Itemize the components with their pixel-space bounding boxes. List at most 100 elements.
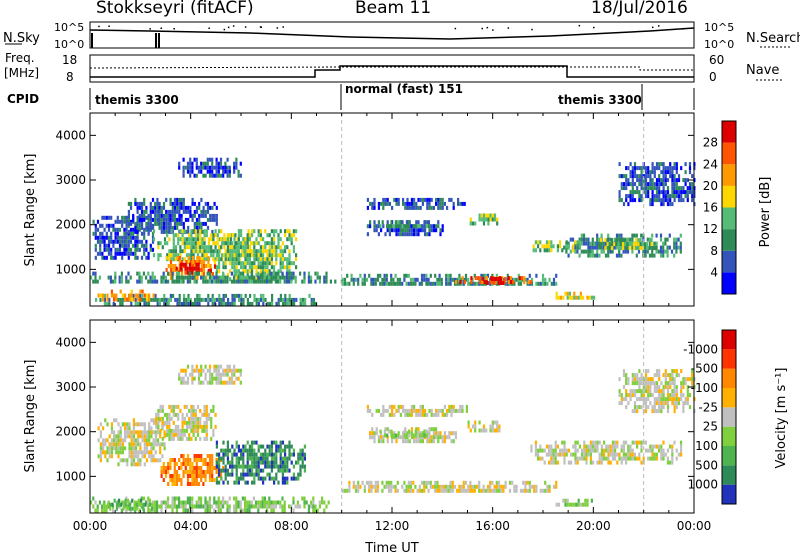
heatmap-cell xyxy=(103,293,106,298)
heatmap-cell xyxy=(651,190,654,195)
heatmap-cell xyxy=(412,277,415,282)
heatmap-cell xyxy=(417,205,420,210)
heatmap-cell xyxy=(124,502,127,507)
heatmap-cell xyxy=(277,468,280,473)
heatmap-cell xyxy=(675,190,678,195)
heatmap-cell xyxy=(691,174,694,179)
heatmap-cell xyxy=(148,450,151,455)
heatmap-cell xyxy=(295,253,298,258)
heatmap-cell xyxy=(448,435,451,440)
heatmap-cell xyxy=(273,249,276,254)
heatmap-cell xyxy=(404,408,407,413)
heatmap-cell xyxy=(142,496,145,501)
heatmap-cell xyxy=(224,448,227,453)
heatmap-cell xyxy=(651,253,654,258)
heatmap-cell xyxy=(134,235,137,240)
heatmap-cell xyxy=(281,460,284,465)
heatmap-cell xyxy=(99,422,102,427)
heatmap-cell xyxy=(410,412,413,417)
heatmap-cell xyxy=(266,269,269,274)
heatmap-cell xyxy=(188,408,191,413)
heatmap-cell xyxy=(110,251,113,256)
heatmap-cell xyxy=(556,444,559,449)
heatmap-cell xyxy=(574,448,577,453)
heatmap-cell xyxy=(237,275,240,280)
heatmap-cell xyxy=(195,205,199,210)
heatmap-cell xyxy=(406,439,409,444)
heatmap-cell xyxy=(691,186,694,191)
heatmap-cell xyxy=(134,430,138,435)
heatmap-cell xyxy=(103,297,106,302)
heatmap-cell xyxy=(599,238,603,243)
heatmap-cell xyxy=(429,480,432,485)
heatmap-cell xyxy=(237,249,240,254)
heatmap-cell xyxy=(686,190,689,195)
colorbar-swatch xyxy=(722,388,736,408)
heatmap-cell xyxy=(528,484,531,489)
heatmap-cell xyxy=(659,249,663,254)
colorbar-swatch xyxy=(722,407,736,427)
heatmap-cell xyxy=(182,173,185,178)
freq-series xyxy=(90,65,694,78)
heatmap-cell xyxy=(192,241,195,246)
heatmap-cell xyxy=(203,229,206,234)
heatmap-cell xyxy=(642,456,645,461)
heatmap-cell xyxy=(555,291,558,296)
heatmap-cell xyxy=(211,301,214,306)
heatmap-cell xyxy=(426,439,429,444)
heatmap-cell xyxy=(101,215,104,220)
heatmap-cell xyxy=(129,231,133,236)
heatmap-cell xyxy=(497,281,500,285)
heatmap-cell xyxy=(587,237,590,242)
heatmap-cell xyxy=(189,470,192,474)
heatmap-cell xyxy=(218,257,221,262)
heatmap-cell xyxy=(403,277,406,282)
heatmap-cell xyxy=(171,474,174,478)
heatmap-cell xyxy=(175,271,178,276)
heatmap-cell xyxy=(530,281,534,286)
heatmap-cell xyxy=(469,217,472,222)
heatmap-cell xyxy=(244,257,247,262)
heatmap-cell xyxy=(107,235,111,240)
heatmap-cell xyxy=(104,442,107,447)
heatmap-cell xyxy=(213,173,216,178)
heatmap-cell xyxy=(167,297,170,302)
colorbar-frame xyxy=(721,120,737,295)
heatmap-cell xyxy=(273,460,276,465)
heatmap-cell xyxy=(130,297,133,302)
heatmap-cell xyxy=(611,456,614,461)
heatmap-cell xyxy=(428,232,431,237)
heatmap-cell xyxy=(129,500,132,505)
heatmap-cell xyxy=(301,301,304,306)
heatmap-cell xyxy=(231,460,234,465)
heatmap-cell xyxy=(108,450,111,455)
heatmap-cell xyxy=(251,448,254,453)
heatmap-cell xyxy=(127,271,130,276)
heatmap-cell xyxy=(136,229,139,234)
heatmap-cell xyxy=(171,508,174,513)
heatmap-cell xyxy=(218,480,221,485)
heatmap-cell xyxy=(218,269,221,274)
heatmap-cell xyxy=(668,245,671,250)
heatmap-cell xyxy=(188,266,191,271)
heatmap-cell xyxy=(163,432,167,437)
heatmap-cell xyxy=(132,231,135,236)
heatmap-cell xyxy=(474,428,477,433)
heatmap-cell xyxy=(395,232,398,237)
heatmap-cell xyxy=(220,301,223,306)
heatmap-cell xyxy=(606,238,609,243)
heatmap-cell xyxy=(170,432,173,437)
heatmap-cell xyxy=(130,289,133,294)
heatmap-cell xyxy=(294,504,297,509)
heatmap-cell xyxy=(402,228,405,233)
heatmap-cell xyxy=(204,364,207,369)
heatmap-cell xyxy=(213,364,216,369)
heatmap-cell xyxy=(165,229,168,234)
heatmap-cell xyxy=(191,470,194,474)
nsky-label: N.Sky xyxy=(3,31,40,46)
heatmap-cell xyxy=(118,498,121,503)
heatmap-cell xyxy=(639,242,642,247)
heatmap-cell xyxy=(204,504,207,509)
heatmap-cell xyxy=(203,241,206,246)
heatmap-cell xyxy=(112,508,115,513)
